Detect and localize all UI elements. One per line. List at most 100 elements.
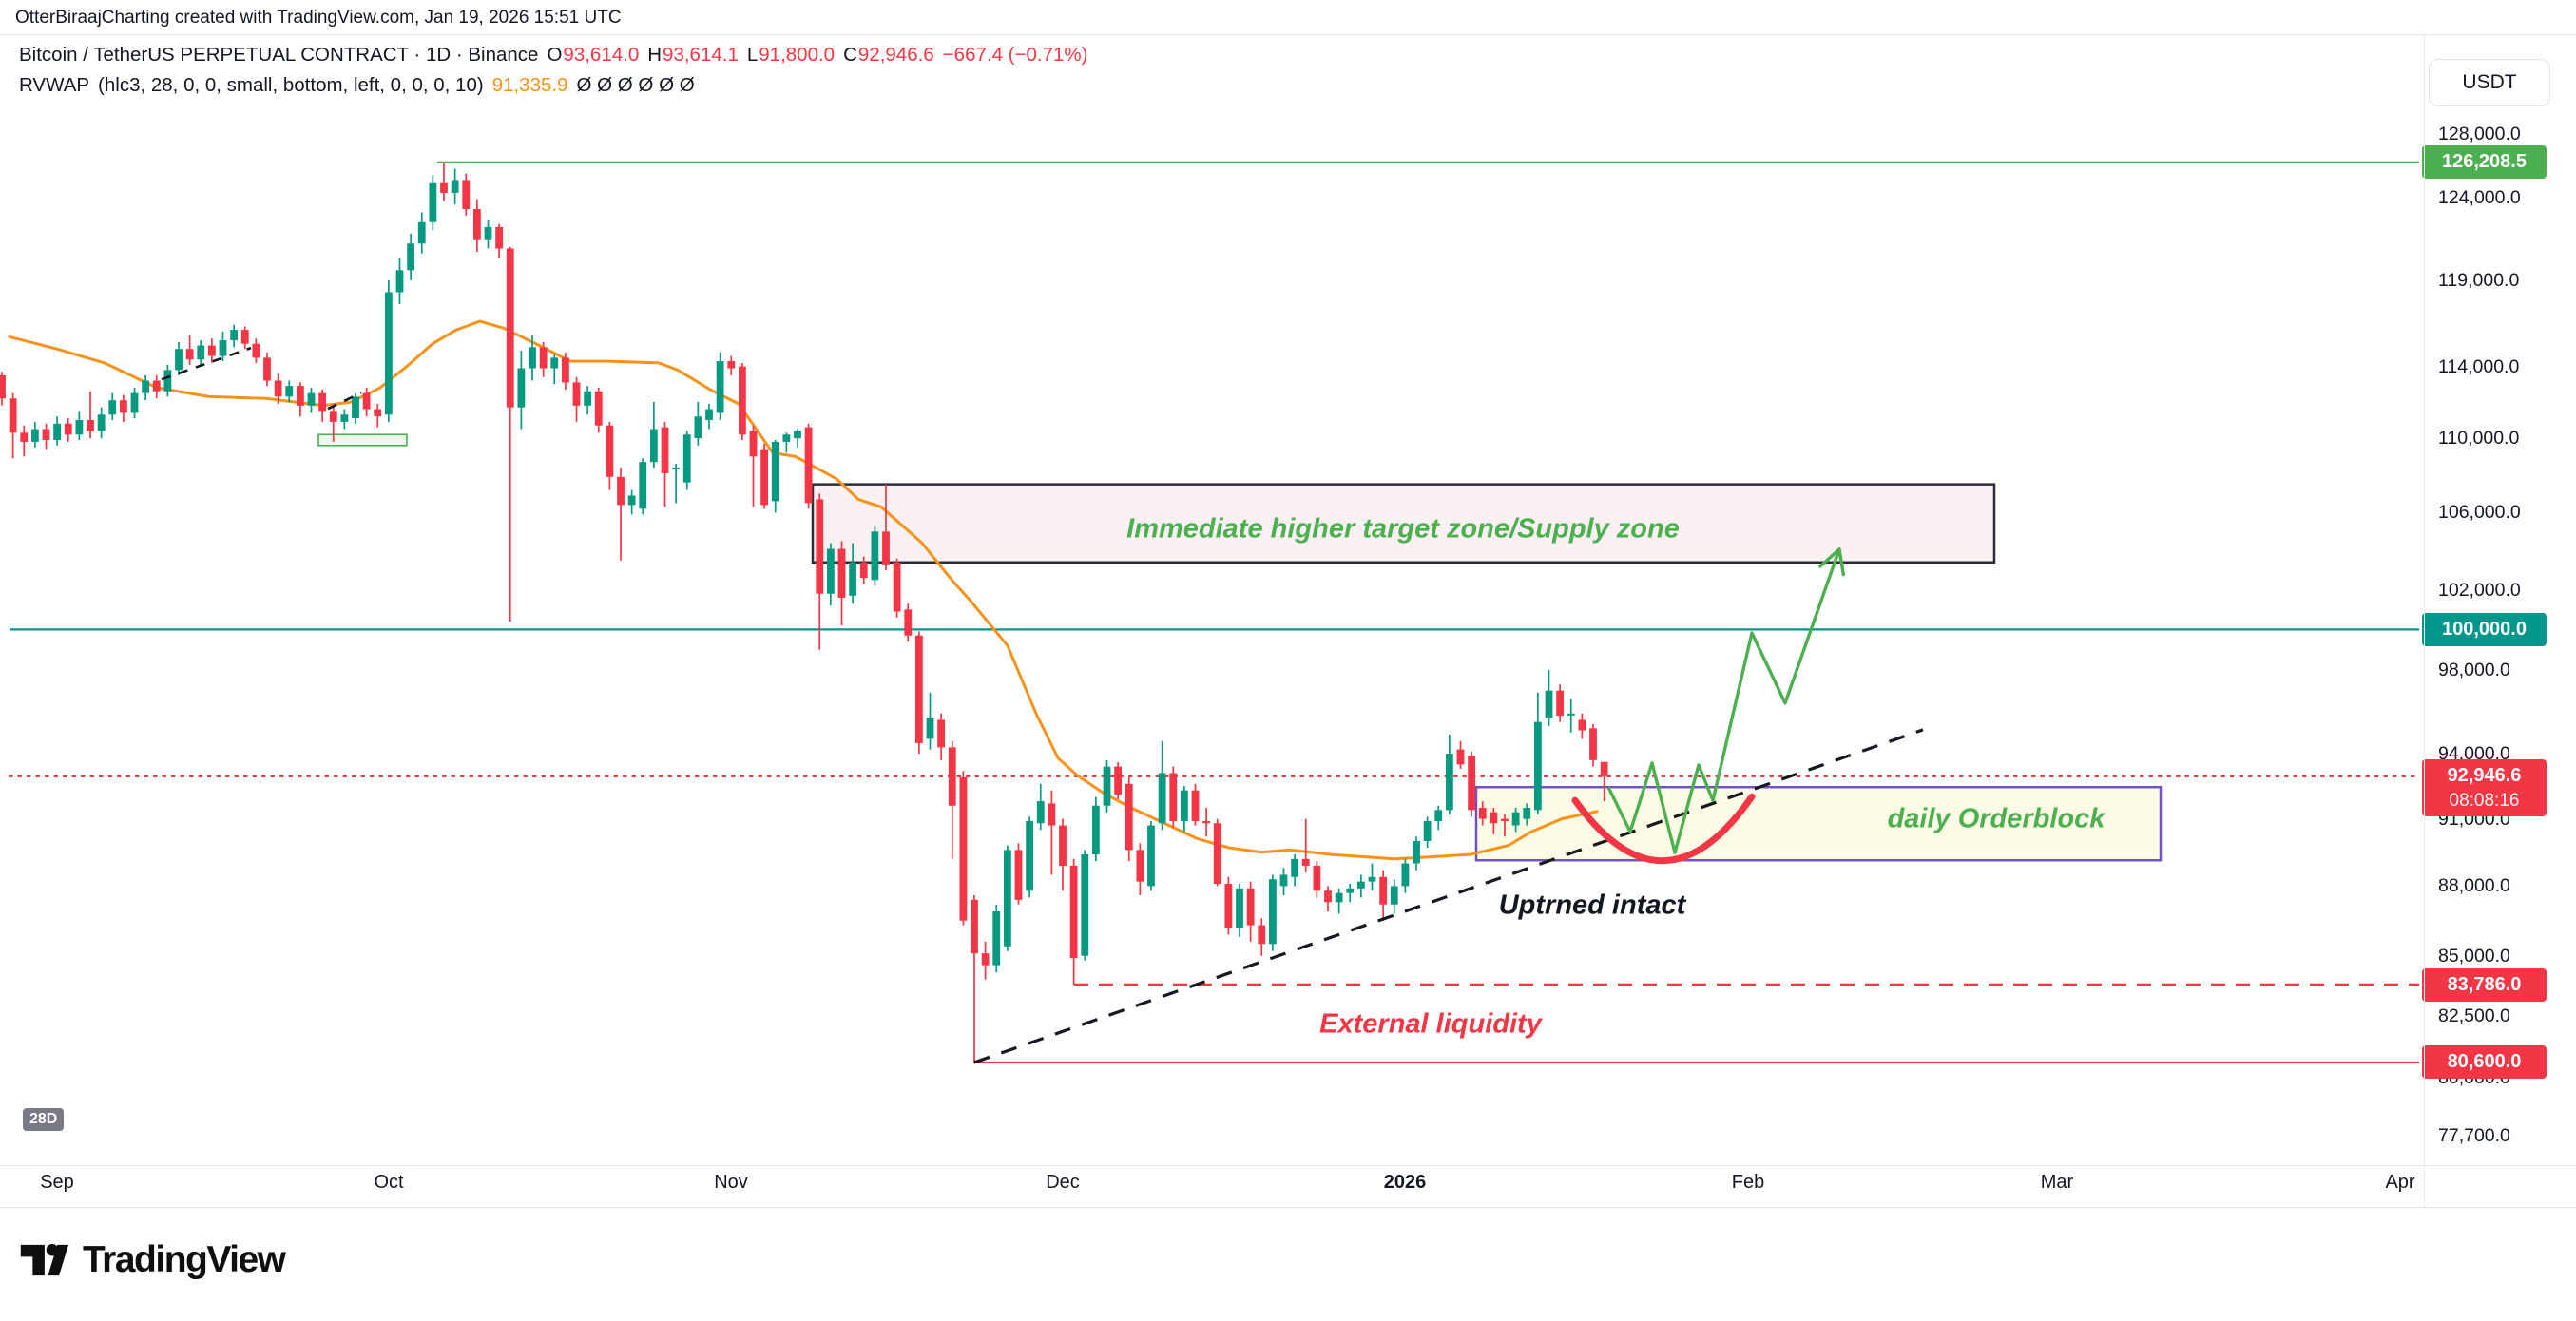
candle-body bbox=[1556, 690, 1565, 717]
indicator-value: 91,335.9 bbox=[491, 74, 568, 96]
candle-body bbox=[594, 391, 603, 426]
candle-body bbox=[539, 347, 548, 369]
mini-trendline-0[interactable] bbox=[161, 346, 252, 381]
candle-body bbox=[462, 180, 471, 209]
candle-body bbox=[971, 899, 978, 954]
candle-body bbox=[1335, 892, 1343, 903]
uptrend-label[interactable]: Uptrned intact bbox=[1498, 890, 1686, 921]
candle-body bbox=[1356, 881, 1365, 889]
orderblock-label[interactable]: daily Orderblock bbox=[1887, 803, 2105, 834]
candle-body bbox=[285, 386, 294, 397]
candle-body bbox=[672, 468, 681, 470]
candle-body bbox=[1114, 766, 1123, 795]
candle-body bbox=[849, 562, 857, 596]
mini-trendline-1[interactable] bbox=[327, 392, 362, 411]
candle-body bbox=[64, 423, 72, 435]
price-tick-label: 124,000.0 bbox=[2438, 187, 2521, 208]
candle-body bbox=[1478, 808, 1487, 819]
candle-body bbox=[859, 562, 868, 579]
projection-arrowhead-0 bbox=[1818, 547, 1841, 568]
candle-body bbox=[219, 340, 227, 356]
candle-body bbox=[1191, 790, 1200, 821]
uptrend-trendline[interactable] bbox=[973, 728, 1924, 1064]
price-tick-label: 106,000.0 bbox=[2438, 502, 2521, 523]
candle-body bbox=[1136, 850, 1144, 882]
candle-body bbox=[1158, 773, 1166, 824]
candle-body bbox=[1291, 858, 1299, 877]
candle-body bbox=[1413, 840, 1420, 864]
indicator-name: RVWAP bbox=[19, 74, 90, 96]
indicator-legend[interactable]: RVWAP (hlc3, 28, 0, 0, small, bottom, le… bbox=[19, 74, 695, 97]
candle-body bbox=[649, 429, 658, 463]
candle-body bbox=[948, 747, 956, 806]
candle-body bbox=[1600, 761, 1608, 776]
supply-zone-label[interactable]: Immediate higher target zone/Supply zone bbox=[1126, 513, 1680, 545]
indicator-empty-values: Ø Ø Ø Ø Ø Ø bbox=[576, 74, 695, 96]
candle-body bbox=[1346, 888, 1355, 893]
candle-body bbox=[661, 427, 669, 473]
price-change: −667.4 (−0.71%) bbox=[942, 44, 1088, 66]
candle-body bbox=[1036, 801, 1045, 824]
anchor-period-badge[interactable]: 28D bbox=[23, 1108, 65, 1131]
price-tick-label: 98,000.0 bbox=[2438, 660, 2510, 680]
candle-body bbox=[914, 635, 923, 743]
candle-body bbox=[738, 366, 746, 435]
candle-body bbox=[1434, 810, 1443, 821]
price-tick-label: 119,000.0 bbox=[2438, 270, 2520, 291]
ohlc-low: L 91,800.0 bbox=[746, 44, 836, 66]
candle-body bbox=[1059, 825, 1067, 866]
candle-body bbox=[1103, 766, 1111, 806]
accumulation-arc[interactable] bbox=[1571, 793, 1756, 865]
external-liquidity-label[interactable]: External liquidity bbox=[1319, 1008, 1542, 1040]
price-badge-929466: 92,946.6 08:08:16 bbox=[2422, 759, 2547, 816]
candle-body bbox=[716, 361, 724, 413]
candle-body bbox=[119, 400, 127, 413]
candle-body bbox=[352, 396, 359, 419]
projection-path[interactable] bbox=[1606, 548, 1841, 854]
price-tick-label: 82,500.0 bbox=[2438, 1005, 2510, 1026]
candle-body bbox=[1523, 808, 1531, 819]
symbol-legend[interactable]: Bitcoin / TetherUS PERPETUAL CONTRACT · … bbox=[19, 44, 1087, 67]
candle-body bbox=[362, 392, 371, 410]
candle-body bbox=[1014, 850, 1023, 900]
price-axis-border bbox=[2424, 34, 2425, 1207]
price-badge-806000: 80,600.0 bbox=[2422, 1045, 2547, 1079]
candle-body bbox=[682, 434, 691, 483]
candle-body bbox=[1501, 818, 1509, 821]
candle-body bbox=[1202, 820, 1211, 824]
candle-body bbox=[1279, 874, 1288, 887]
candle-body bbox=[992, 910, 1001, 966]
candle-body bbox=[1003, 850, 1011, 947]
candle-body bbox=[318, 392, 327, 412]
candle-body bbox=[749, 431, 758, 457]
candle-body bbox=[1533, 721, 1542, 811]
candle-body bbox=[440, 182, 448, 193]
candle-body bbox=[904, 609, 913, 636]
candle-body bbox=[1545, 690, 1553, 718]
candle-body bbox=[794, 431, 801, 439]
candle-body bbox=[882, 531, 890, 565]
candle-body bbox=[893, 562, 901, 612]
candle-countdown: 08:08:16 bbox=[2449, 791, 2520, 811]
candle-body bbox=[395, 270, 404, 293]
time-tick-label: Feb bbox=[1731, 1172, 1765, 1193]
candle-body bbox=[760, 449, 769, 506]
accumulation-box[interactable] bbox=[317, 433, 408, 447]
supply_zone-box[interactable] bbox=[811, 483, 1996, 565]
candle-body bbox=[1125, 783, 1133, 851]
candle-body bbox=[163, 370, 172, 392]
ohlc-high: H 93,614.1 bbox=[647, 44, 739, 66]
tradingview-logo[interactable]: TradingView bbox=[19, 1235, 286, 1285]
candle-body bbox=[152, 380, 161, 392]
candle-body bbox=[1578, 719, 1586, 731]
currency-toggle-button[interactable]: USDT bbox=[2429, 59, 2550, 106]
rvwap-line bbox=[8, 319, 1599, 861]
chart-top-border bbox=[0, 34, 2576, 35]
symbol-title: Bitcoin / TetherUS PERPETUAL CONTRACT · … bbox=[19, 44, 539, 66]
candle-body bbox=[529, 347, 536, 369]
price-tick-label: 102,000.0 bbox=[2438, 580, 2521, 601]
candle-body bbox=[871, 531, 879, 581]
candle-body bbox=[517, 368, 526, 408]
candle-body bbox=[252, 343, 260, 358]
